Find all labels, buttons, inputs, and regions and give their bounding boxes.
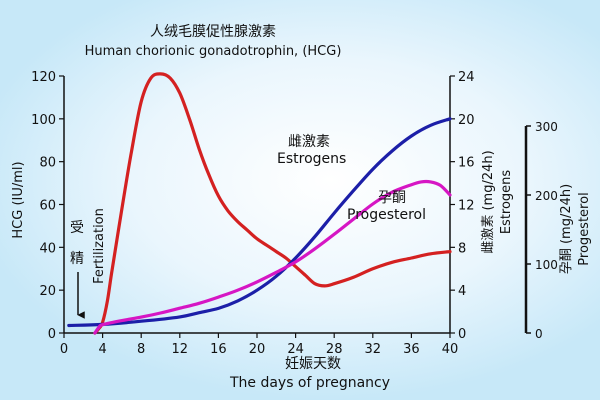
fertilization-label: Fertilization [92, 208, 107, 284]
x-tick-label: 28 [326, 342, 343, 357]
chart-title-en: Human chorionic gonadotrophin, (HCG) [85, 44, 342, 59]
hcg-tick-label: 40 [39, 241, 56, 256]
estrogens-axis: 0 4 8 12 16 20 24 雌激素 (mg/24h) Estrogens [449, 70, 514, 342]
progesterol-series-label-en: Progesterol [347, 207, 426, 223]
estrogens-tick-label: 24 [458, 70, 475, 85]
estrogens-tick-label: 0 [458, 327, 466, 342]
fertilization-char-1: 受 [70, 220, 84, 236]
x-tick-label: 16 [210, 342, 227, 357]
x-tick-label: 24 [287, 342, 304, 357]
hcg-axis: 0 20 40 60 80 100 120 HCG (IU/ml) [11, 70, 65, 342]
progesterol-tick-label: 0 [535, 327, 543, 341]
x-tick-label: 12 [172, 342, 189, 357]
fertilization-char-2: 精 [70, 251, 84, 267]
hcg-tick-label: 120 [31, 70, 56, 85]
hcg-axis-label: HCG (IU/ml) [11, 161, 26, 238]
x-tick-label: 8 [137, 342, 145, 357]
estrogens-tick-label: 16 [458, 156, 475, 171]
hcg-tick-label: 80 [39, 156, 56, 171]
x-axis-label-en: The days of pregnancy [229, 375, 390, 391]
fertilization-annotation: 受 精 Fertilization [70, 208, 107, 319]
hcg-line [93, 72, 452, 335]
x-axis: 0 4 8 12 16 20 24 28 32 36 40 妊娠天数 The days of pre… [60, 332, 459, 391]
estrogens-series-label-en: Estrogens [277, 151, 346, 167]
progesterol-axis-label-en: Progesterol [577, 192, 592, 265]
progesterol-tick-label: 300 [535, 120, 558, 134]
progesterol-series-label-cn: 孕酮 [378, 190, 406, 206]
estrogens-tick-label: 8 [458, 241, 466, 256]
hcg-tick-label: 20 [39, 284, 56, 299]
x-tick-label: 20 [249, 342, 266, 357]
estrogens-tick-label: 12 [458, 199, 475, 214]
x-axis-label-cn: 妊娠天数 [285, 356, 341, 372]
x-tick-label: 4 [98, 342, 106, 357]
x-tick-label: 0 [60, 342, 68, 357]
hcg-tick-label: 100 [31, 113, 56, 128]
estrogens-axis-label-cn: 雌激素 (mg/24h) [480, 150, 496, 253]
hcg-tick-label: 60 [39, 199, 56, 214]
x-tick-label: 40 [442, 342, 459, 357]
series-layer [67, 72, 452, 335]
estrogens-series-label-cn: 雌激素 [288, 133, 330, 150]
progesterol-line [93, 179, 452, 335]
estrogens-axis-label-en: Estrogens [499, 170, 514, 235]
progesterol-tick-label: 100 [535, 258, 558, 272]
estrogens-tick-label: 4 [458, 284, 466, 299]
x-tick-label: 36 [403, 342, 420, 357]
hcg-tick-label: 0 [48, 327, 56, 342]
progesterol-tick-label: 200 [535, 189, 558, 203]
progesterol-axis-label-cn: 孕酮 (mg/24h) [559, 184, 574, 274]
chart-title-cn: 人绒毛膜促性腺激素 [150, 23, 276, 40]
estrogens-tick-label: 20 [458, 113, 475, 128]
x-tick-label: 32 [365, 342, 382, 357]
progesterol-axis: 0 100 200 300 孕酮 (mg/24h) Progesterol [524, 120, 592, 341]
